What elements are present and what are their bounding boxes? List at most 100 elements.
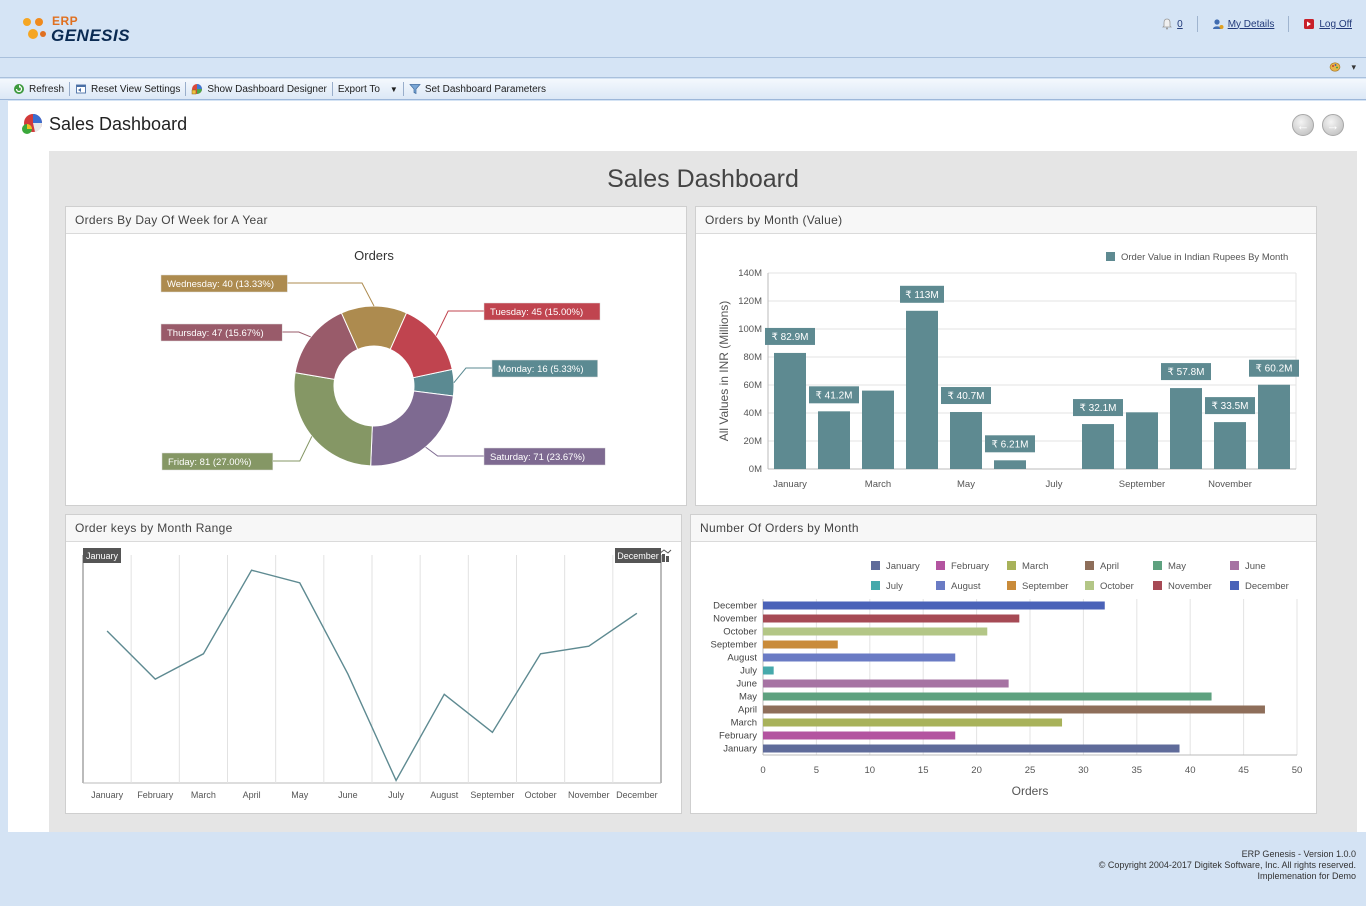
legend-label: July (886, 581, 903, 592)
pie-slice (370, 390, 454, 467)
bar (763, 731, 956, 740)
range-start-label: January (86, 551, 119, 561)
bar (763, 718, 1063, 727)
bar (763, 614, 1020, 623)
y-tick-label: October (723, 627, 757, 638)
designer-icon (192, 84, 203, 95)
line-panel-title: Order keys by Month Range (66, 515, 681, 562)
bar-data-label-box (809, 386, 859, 404)
notifications-link[interactable]: 0 (1161, 18, 1183, 30)
x-tick-label: January (773, 479, 807, 490)
y-tick-label: 140M (738, 268, 762, 279)
header-separator (1196, 16, 1198, 32)
pie-leader-line (453, 367, 492, 383)
line-panel-title-text: Order keys by Month Range (75, 521, 233, 535)
x-tick-label: March (865, 479, 891, 490)
set-dashboard-parameters-button[interactable]: Set Dashboard Parameters (404, 81, 551, 98)
bar-data-label: ₹ 6.21M (992, 439, 1029, 450)
user-icon (1212, 19, 1224, 29)
chart-type-icon[interactable] (658, 521, 672, 562)
sub-bar: ▾ (0, 58, 1366, 78)
legend-label: January (886, 561, 920, 572)
toolbar-separator (69, 82, 71, 96)
x-tick-label: 5 (814, 765, 819, 776)
x-tick-label: 25 (1025, 765, 1036, 776)
pie-data-label: Wednesday: 40 (13.33%) (167, 279, 274, 290)
bar (763, 627, 988, 636)
legend-swatch (1153, 561, 1162, 570)
app-logo[interactable]: ERP GENESIS (22, 12, 132, 46)
dashboard-canvas: Sales Dashboard Orders By Day Of Week fo… (49, 151, 1357, 832)
my-details-label: My Details (1227, 18, 1275, 30)
chevron-down-icon: ▾ (1351, 61, 1356, 72)
y-tick-label: March (731, 718, 757, 729)
refresh-button[interactable]: Refresh (8, 81, 69, 98)
header-separator (1288, 16, 1290, 32)
x-tick-label: August (430, 790, 459, 800)
theme-selector[interactable]: ▾ (1329, 61, 1356, 73)
range-end-tag (615, 548, 661, 563)
show-dashboard-designer-button[interactable]: Show Dashboard Designer (186, 81, 332, 98)
back-arrow-icon[interactable]: ← (1292, 114, 1314, 136)
pie-leader-line (435, 310, 484, 336)
dashboard-pie-icon (22, 114, 43, 134)
bar-data-label-box (1161, 363, 1211, 381)
y-tick-label: 60M (744, 380, 763, 391)
legend-label: October (1100, 581, 1134, 592)
bell-icon (1162, 18, 1173, 30)
bar-data-label: ₹ 57.8M (1168, 367, 1205, 378)
legend-label: November (1168, 581, 1212, 592)
pie-chart: Orders Monday: 16 (5.33%) Saturday: 71 (23… (160, 248, 606, 471)
bar (763, 653, 956, 662)
x-tick-label: June (338, 790, 358, 800)
pie-slice (389, 312, 453, 379)
pie-leader-line (287, 282, 375, 307)
legend-swatch (1085, 581, 1094, 590)
legend-swatch (1007, 561, 1016, 570)
range-end-label: December (617, 551, 659, 561)
bar (763, 640, 838, 649)
left-edge (0, 101, 8, 832)
bar-chart: Order Value in Indian Rupees By Month 0M 2… (717, 252, 1299, 490)
x-tick-label: 40 (1185, 765, 1196, 776)
refresh-label: Refresh (29, 83, 65, 95)
bar (763, 692, 1212, 701)
hbar-panel: Number Of Orders by Month January Februar… (690, 514, 1317, 814)
x-tick-label: 10 (865, 765, 876, 776)
x-tick-label: December (616, 790, 658, 800)
bar-data-label: ₹ 60.2M (1256, 364, 1293, 375)
log-off-icon (1304, 19, 1315, 29)
x-tick-label: April (243, 790, 261, 800)
pie-panel-title: Orders By Day Of Week for A Year (66, 207, 686, 234)
y-tick-label: 100M (738, 324, 762, 335)
toolbar-separator (402, 82, 404, 96)
pie-data-label: Thursday: 47 (15.67%) (167, 328, 264, 339)
forward-arrow-icon[interactable]: → (1322, 114, 1344, 136)
legend-swatch (1085, 561, 1094, 570)
bar (774, 352, 806, 469)
legend-label: April (1100, 561, 1119, 572)
y-tick-label: December (713, 601, 757, 612)
bar-data-label-box (900, 285, 944, 303)
log-off-link[interactable]: Log Off (1303, 18, 1352, 30)
show-designer-label: Show Dashboard Designer (207, 83, 327, 95)
bar-panel-title: Orders by Month (Value) (696, 207, 1316, 234)
horizontal-bar-chart: January February March April May June July Augu… (711, 561, 1302, 798)
set-params-label: Set Dashboard Parameters (424, 83, 546, 95)
log-off-label: Log Off (1319, 18, 1352, 30)
my-details-link[interactable]: My Details (1212, 18, 1275, 30)
reset-view-settings-button[interactable]: Reset View Settings (70, 81, 185, 98)
line-series (106, 569, 638, 783)
y-tick-label: January (723, 744, 757, 755)
toolbar: Refresh Reset View Settings Show Dashboa… (0, 79, 1366, 100)
pie-data-label: Friday: 81 (27.00%) (168, 457, 251, 468)
x-tick-label: 35 (1132, 765, 1143, 776)
filter-icon[interactable] (641, 521, 653, 560)
export-to-dropdown[interactable]: Export To ▼ (333, 81, 403, 98)
export-to-label: Export To (337, 83, 380, 95)
notifications-count: 0 (1177, 18, 1183, 30)
dashboard-title: Sales Dashboard (607, 165, 799, 193)
bar (950, 412, 982, 469)
pie-leader-line (282, 331, 311, 338)
y-tick-label: April (738, 705, 757, 716)
